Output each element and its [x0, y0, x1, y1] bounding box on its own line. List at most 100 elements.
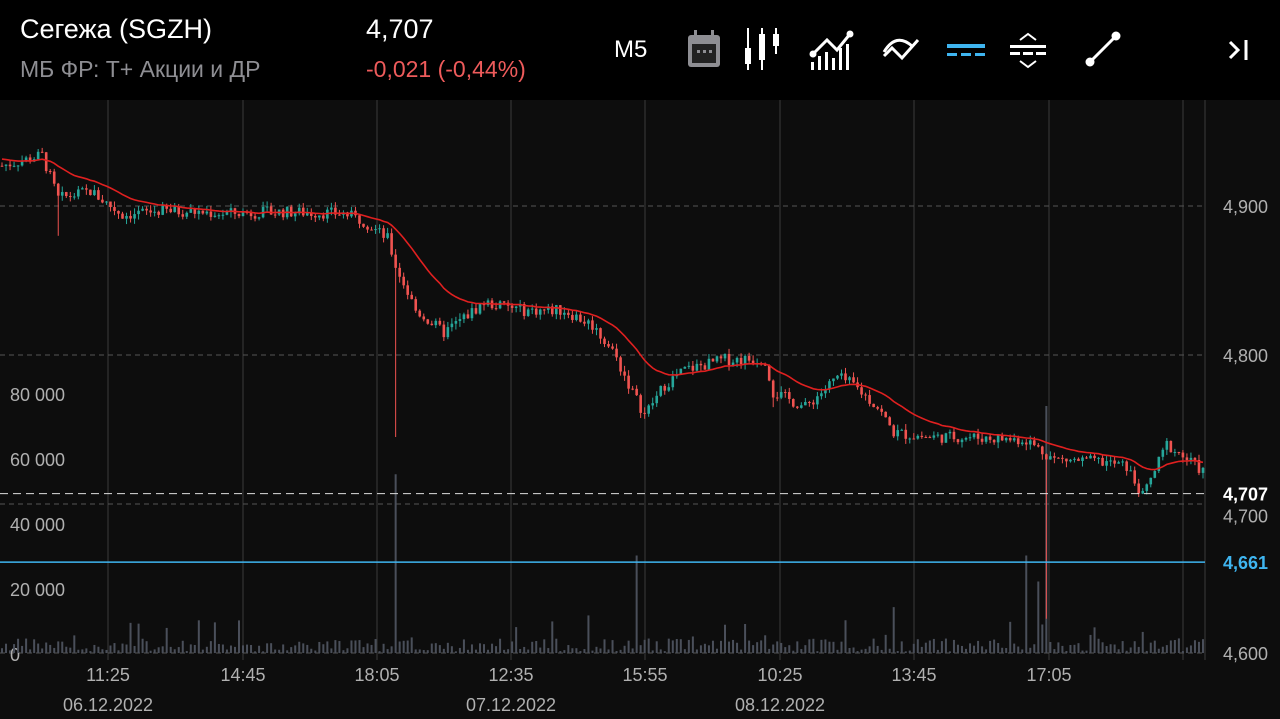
volume-bar	[366, 643, 369, 653]
volume-bar	[254, 651, 257, 653]
volume-bar	[9, 650, 12, 653]
candles-icon[interactable]	[745, 28, 779, 70]
volume-bar	[262, 651, 265, 653]
volume-bar	[619, 649, 622, 653]
volume-bar	[748, 640, 751, 653]
volume-bar	[302, 643, 305, 653]
candle-body	[1201, 467, 1205, 473]
volume-bar	[615, 651, 618, 653]
candle-body	[876, 407, 879, 409]
volume-bar	[772, 644, 775, 653]
candle-body	[595, 328, 598, 330]
volume-bar	[864, 648, 867, 653]
volume-bar	[221, 644, 224, 653]
volume-bar	[631, 648, 634, 653]
volume-bar	[896, 651, 899, 653]
volume-bar	[1009, 621, 1012, 653]
volume-bar	[322, 644, 325, 653]
candle-body	[984, 436, 988, 442]
candle-body	[141, 208, 144, 211]
indicators-icon[interactable]	[809, 30, 854, 70]
candle-body	[241, 211, 245, 217]
candle-body	[731, 362, 735, 366]
candle-body	[944, 433, 948, 443]
candle-body	[1000, 435, 1004, 441]
candle-body	[791, 398, 795, 407]
levels-icon[interactable]	[947, 44, 985, 56]
price-tick: 4,800	[1223, 346, 1268, 366]
volume-bar	[1113, 644, 1116, 653]
volume-bar	[370, 644, 373, 653]
volume-bar	[1, 648, 4, 653]
candle-body	[1181, 452, 1185, 458]
trendline-icon[interactable]	[1085, 31, 1121, 67]
volume-bar	[603, 639, 606, 653]
candle-body	[932, 435, 936, 438]
candle-body	[844, 373, 847, 381]
volume-bar	[298, 641, 301, 653]
candle-body	[703, 365, 707, 370]
exchange-label: МБ ФР: Т+ Акции и ДР	[20, 56, 261, 82]
time-tick: 14:45	[220, 665, 265, 685]
candle-body	[314, 215, 317, 218]
volume-bar	[768, 648, 771, 653]
volume-bar	[1105, 646, 1108, 653]
candle-body	[526, 309, 530, 316]
volume-bar	[17, 638, 20, 653]
candle-body	[522, 303, 526, 316]
volume-bar	[390, 646, 393, 653]
candle-body	[908, 438, 912, 440]
candle-body	[454, 321, 458, 324]
candle-body	[615, 348, 618, 358]
level-line-label[interactable]: 4,661	[1223, 553, 1268, 573]
candle-body	[627, 375, 630, 389]
volume-bar	[503, 649, 506, 653]
candle-body	[81, 188, 84, 190]
volume-bar	[450, 646, 453, 653]
volume-bar	[1057, 642, 1060, 653]
price-chart[interactable]: 4,900 4,800 4,700 4,600 80 000 60 000 40 000 20…	[0, 100, 1280, 719]
candle-body	[24, 157, 28, 162]
calendar-icon[interactable]	[688, 30, 720, 67]
candle-body	[1085, 457, 1088, 459]
volume-bar	[1121, 641, 1124, 653]
volume-bar	[880, 649, 883, 653]
candle-body	[289, 206, 293, 217]
candle-body	[563, 312, 566, 315]
candle-body	[1012, 438, 1016, 441]
timeframe-button[interactable]: M5	[614, 36, 648, 63]
volume-bar	[912, 643, 915, 653]
volume-bar	[1065, 650, 1068, 653]
compare-icon[interactable]	[882, 38, 920, 61]
header: Сегежа (SGZH) МБ ФР: Т+ Акции и ДР 4,707…	[0, 0, 1280, 100]
candle-body	[555, 305, 558, 315]
candle-body	[683, 366, 687, 369]
candle-body	[667, 387, 671, 391]
volume-bar	[49, 644, 52, 653]
time-tick: 12:35	[488, 665, 533, 685]
scale-icon[interactable]	[1010, 32, 1046, 69]
volume-bar	[563, 650, 566, 653]
volume-bar	[571, 648, 574, 653]
volume-bar	[555, 638, 558, 653]
instrument-title[interactable]: Сегежа (SGZH)	[20, 14, 213, 44]
candle-body	[542, 309, 546, 311]
candle-body	[1141, 490, 1145, 494]
volume-bar	[527, 649, 530, 653]
candle-body	[4, 164, 8, 166]
volume-bar	[209, 641, 212, 653]
candle-body	[16, 165, 20, 167]
scroll-to-end-icon[interactable]	[1228, 40, 1248, 60]
volume-bar	[892, 607, 895, 653]
candle-body	[346, 212, 349, 217]
candle-body	[64, 192, 68, 197]
price-tick: 4,700	[1223, 507, 1268, 527]
volume-bar	[1109, 644, 1112, 653]
volume-bar	[410, 637, 413, 653]
volume-bar	[936, 649, 939, 653]
time-tick: 18:05	[354, 665, 399, 685]
volume-bar	[796, 641, 799, 653]
candle-body	[567, 312, 570, 315]
volume-bar	[687, 639, 690, 653]
candle-body	[1097, 457, 1100, 459]
